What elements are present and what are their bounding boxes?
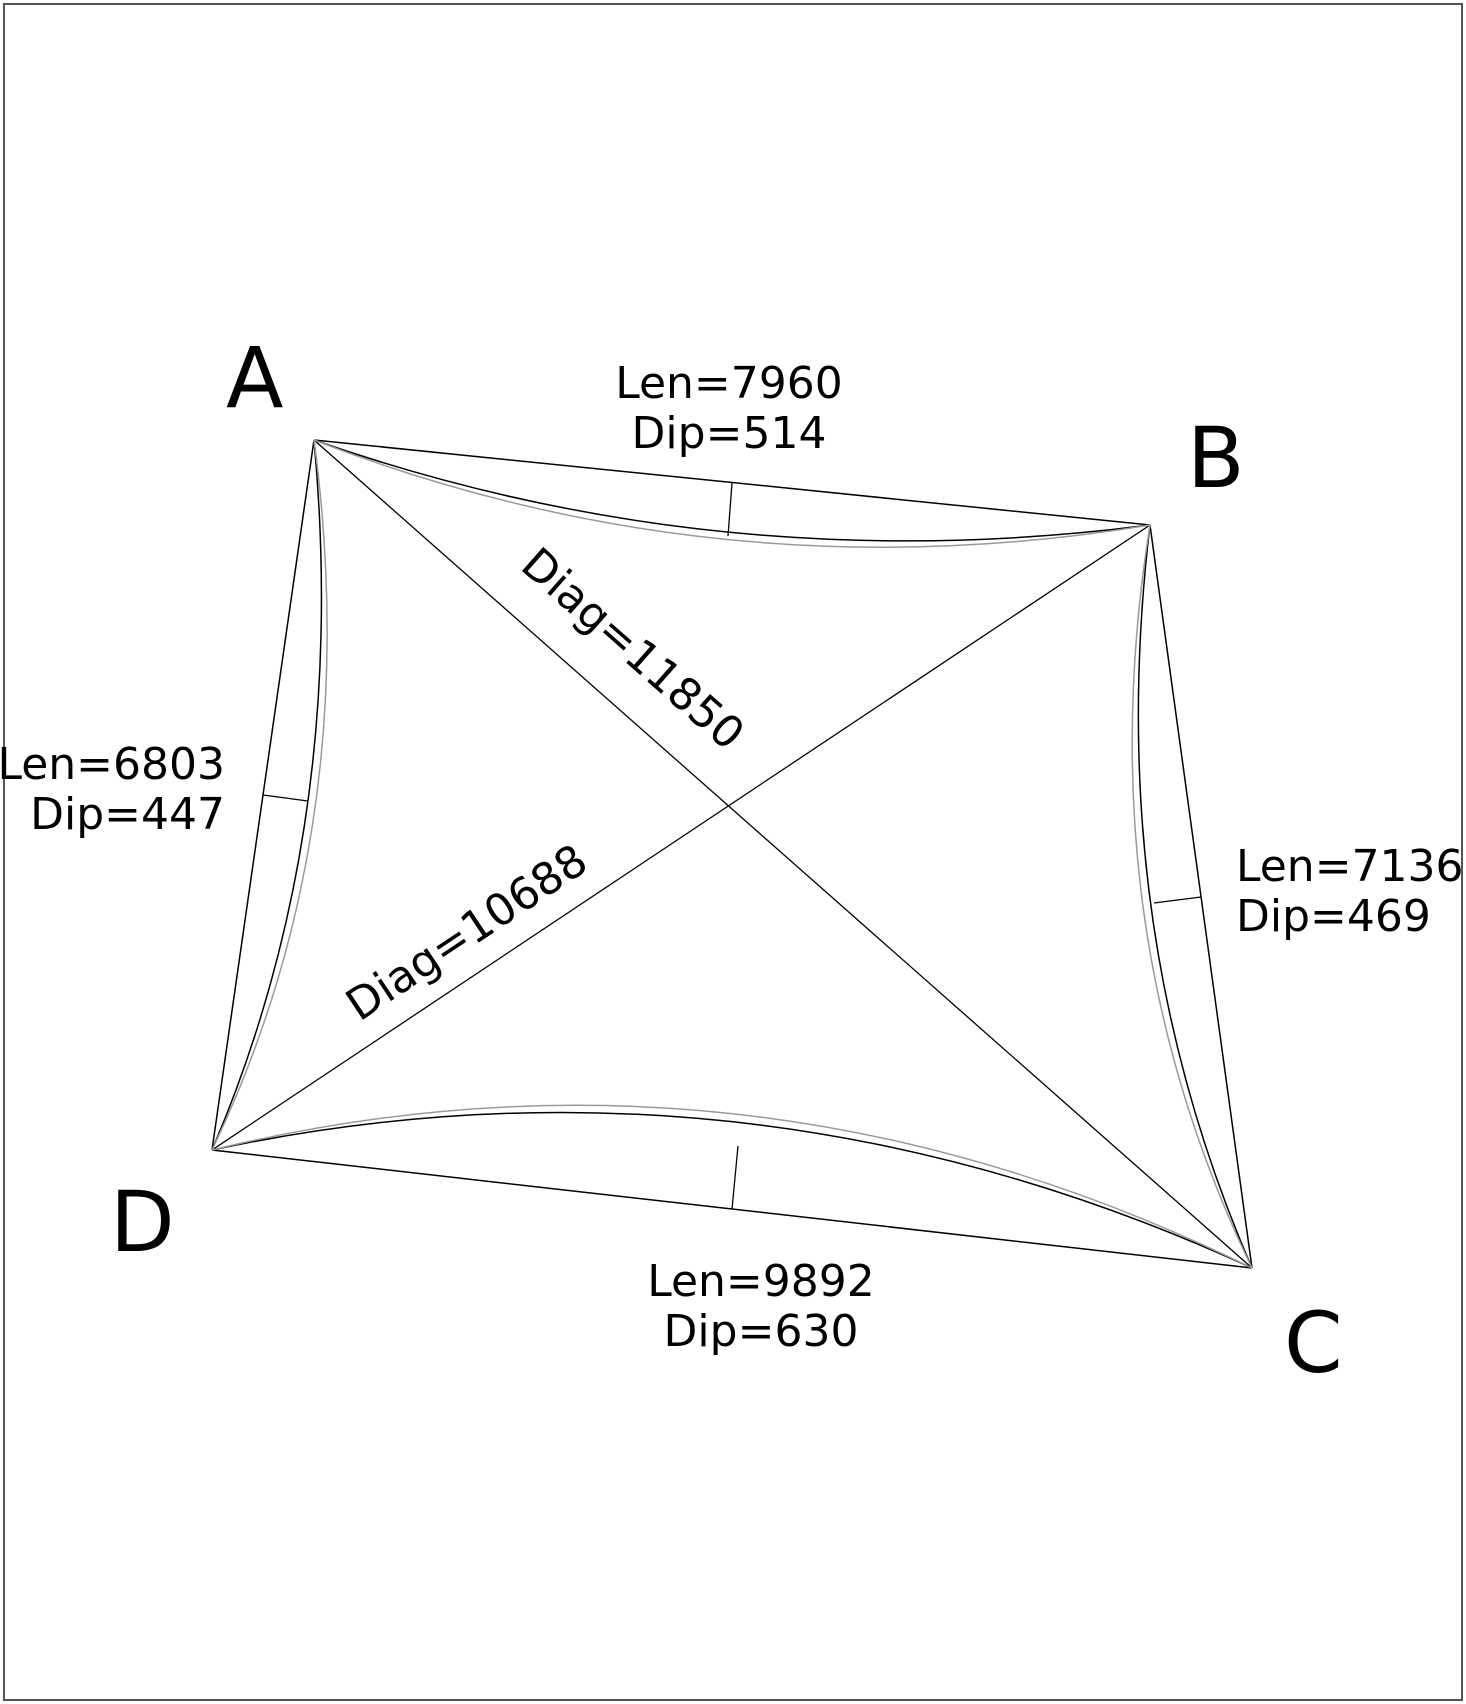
edge-ab-curve (313, 439, 1151, 542)
diagonal-bd (211, 524, 1151, 1151)
edge-ab-chord (313, 439, 1151, 526)
diagram-frame (3, 3, 1463, 1701)
vertex-label-c: C (1284, 1294, 1343, 1392)
vertex-label-a: A (226, 329, 283, 427)
edge-da-dip-tick (262, 794, 309, 802)
edge-ab-curve-offset (313, 439, 1151, 548)
edge-cd-dip-tick (731, 1145, 739, 1210)
vertex-label-d: D (110, 1173, 175, 1271)
edge-bc-curve-offset (1131, 524, 1253, 1269)
edge-bc-chord (1149, 524, 1253, 1269)
edge-bc-curve (1137, 524, 1253, 1269)
edge-ab-length: Len=7960 (615, 358, 843, 409)
edge-cd-dip: Dip=630 (664, 1306, 859, 1357)
vertex-label-b: B (1187, 409, 1245, 507)
edge-bc-dip-tick (1153, 896, 1202, 904)
edge-da-length: Len=6803 (0, 739, 225, 790)
diagonal-ac-label: Diag=11850 (512, 538, 754, 760)
edge-cd-curve (211, 1111, 1253, 1269)
edge-bc-dip: Dip=469 (1236, 891, 1431, 942)
edge-cd-length: Len=9892 (647, 1256, 875, 1307)
edge-da-curve-offset (211, 439, 328, 1151)
edge-da-dip: Dip=447 (30, 789, 225, 840)
edge-cd-curve-offset (211, 1104, 1253, 1269)
edge-ab-dip-tick (727, 482, 733, 537)
edge-ab-dip: Dip=514 (632, 408, 827, 459)
diagonal-bd-label: Diag=10688 (337, 835, 596, 1032)
edge-bc-length: Len=7136 (1236, 841, 1464, 892)
edge-da-curve (211, 439, 323, 1151)
diagonal-ac (313, 439, 1253, 1269)
